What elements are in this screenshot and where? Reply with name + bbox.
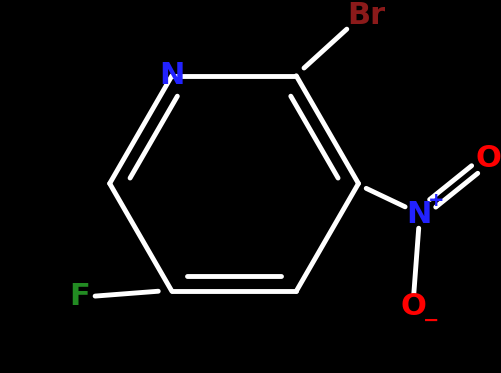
Text: N: N: [406, 200, 431, 229]
Text: O: O: [476, 144, 501, 173]
Text: −: −: [423, 311, 439, 330]
Text: F: F: [69, 282, 90, 311]
Text: +: +: [428, 191, 444, 210]
Text: N: N: [159, 61, 184, 90]
Text: O: O: [401, 292, 427, 322]
Text: Br: Br: [347, 1, 385, 30]
